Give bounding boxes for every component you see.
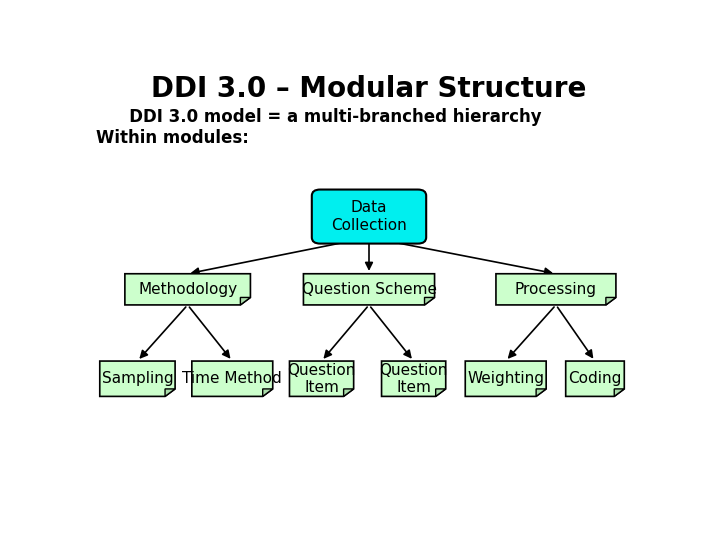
- Polygon shape: [536, 389, 546, 396]
- Text: Within modules:: Within modules:: [96, 129, 248, 147]
- Text: Weighting: Weighting: [467, 371, 544, 386]
- Polygon shape: [465, 361, 546, 396]
- Text: DDI 3.0 model = a multi-branched hierarchy: DDI 3.0 model = a multi-branched hierarc…: [112, 109, 542, 126]
- Polygon shape: [192, 361, 273, 396]
- Text: DDI 3.0 – Modular Structure: DDI 3.0 – Modular Structure: [151, 75, 587, 103]
- Polygon shape: [566, 361, 624, 396]
- Text: Data
Collection: Data Collection: [331, 200, 407, 233]
- Text: Methodology: Methodology: [138, 282, 237, 297]
- Polygon shape: [240, 298, 251, 305]
- Text: Sampling: Sampling: [102, 371, 174, 386]
- FancyBboxPatch shape: [312, 190, 426, 244]
- Polygon shape: [100, 361, 175, 396]
- Polygon shape: [614, 389, 624, 396]
- Text: Question
Item: Question Item: [379, 362, 448, 395]
- Polygon shape: [289, 361, 354, 396]
- Polygon shape: [382, 361, 446, 396]
- Text: Time Method: Time Method: [182, 371, 282, 386]
- Text: Question Scheme: Question Scheme: [302, 282, 436, 297]
- Polygon shape: [606, 298, 616, 305]
- Polygon shape: [425, 298, 435, 305]
- Text: Processing: Processing: [515, 282, 597, 297]
- Polygon shape: [496, 274, 616, 305]
- Polygon shape: [343, 389, 354, 396]
- Polygon shape: [165, 389, 175, 396]
- Polygon shape: [125, 274, 251, 305]
- Text: Question
Item: Question Item: [287, 362, 356, 395]
- Text: Coding: Coding: [568, 371, 621, 386]
- Polygon shape: [303, 274, 435, 305]
- Polygon shape: [436, 389, 446, 396]
- Polygon shape: [263, 389, 273, 396]
